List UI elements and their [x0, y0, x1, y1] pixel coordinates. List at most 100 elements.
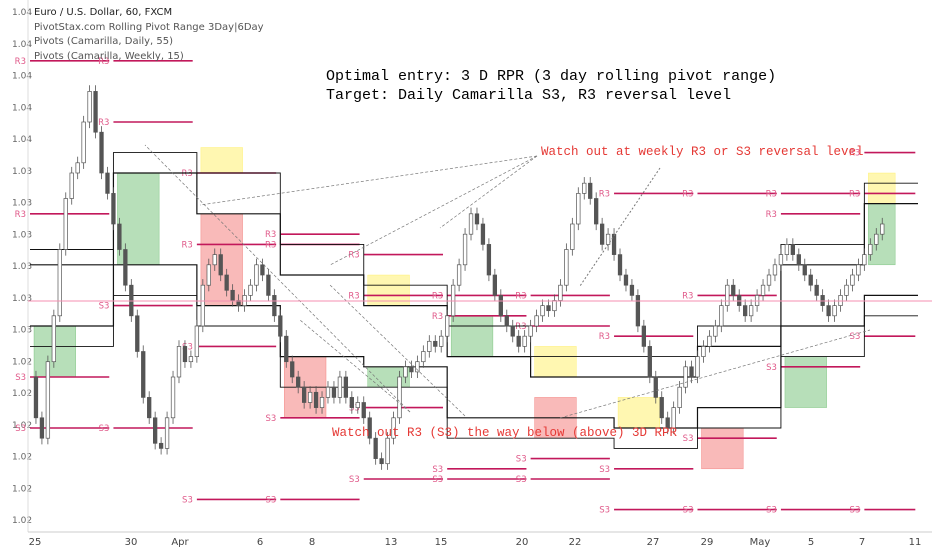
x-tick-label: 7: [859, 537, 865, 548]
pivot-level-label: R3: [265, 240, 276, 250]
pivot-level-label: R3: [98, 57, 109, 67]
candle-body: [361, 402, 366, 419]
candle-body: [248, 284, 253, 296]
candle-body: [409, 366, 414, 373]
pivot-level-label: S3: [432, 465, 443, 475]
candle-body: [683, 366, 688, 388]
x-tick-label: May: [750, 537, 771, 548]
pivot-level-label: S3: [15, 424, 26, 434]
pivot-level-label: R3: [515, 322, 526, 332]
pivot-level-label: R3: [682, 189, 693, 199]
candle-body: [713, 325, 718, 337]
candle-body: [51, 315, 56, 363]
candle-body: [760, 284, 766, 296]
pivot-level-label: S3: [683, 506, 694, 516]
chart-legend: Euro / U.S. Dollar, 60, FXCM PivotStax.c…: [34, 6, 264, 64]
candle-body: [802, 264, 807, 276]
pivot-levels: R3R3R3R3R3R3R3R3R3R3R3S3S3S3S3S3S3S3S3S3…: [15, 57, 916, 516]
annotation-pointer: [199, 155, 538, 206]
candle-body: [605, 233, 611, 245]
pivot-level-label: R3: [348, 291, 359, 301]
candle-body: [594, 198, 599, 225]
y-tick-label: 1.04: [12, 8, 32, 18]
candle-body: [534, 315, 539, 327]
pivot-level-label: S3: [349, 404, 360, 414]
candle-body: [75, 162, 80, 174]
legend-title: Euro / U.S. Dollar, 60, FXCM: [34, 7, 173, 18]
pivot-level-label: R3: [515, 291, 526, 301]
candle-body: [844, 284, 849, 296]
candle-body: [653, 376, 658, 398]
candle-body: [278, 315, 283, 337]
pivot-level-label: S3: [850, 332, 861, 342]
candle-body: [480, 223, 486, 245]
rpr-box: [200, 147, 243, 174]
candle-body: [826, 305, 831, 317]
legend-indicator-3: Pivots (Camarilla, Weekly, 15): [34, 50, 184, 62]
annotation-pointer: [329, 284, 466, 417]
candle-body: [599, 223, 605, 245]
candle-body: [290, 361, 295, 378]
candle-body: [743, 305, 748, 317]
candle-body: [623, 274, 629, 286]
candle-body: [832, 305, 837, 317]
candle-body: [373, 437, 378, 459]
candle-body: [415, 361, 420, 373]
rpr-box: [617, 397, 661, 429]
pivot-level-label: R3: [682, 291, 693, 301]
pivot-level-label: S3: [516, 475, 527, 485]
x-tick-label: 20: [516, 537, 529, 548]
y-tick-label: 1.02: [12, 516, 32, 526]
candle-body: [635, 295, 641, 327]
candle-body: [379, 458, 384, 465]
candle-body: [307, 391, 313, 403]
x-tick-label: 22: [569, 537, 582, 548]
candle-body: [421, 351, 426, 363]
candle-body: [188, 356, 194, 363]
candle-body: [182, 346, 188, 363]
y-tick-label: 1.02: [12, 484, 32, 494]
candle-body: [570, 223, 575, 250]
candle-body: [385, 437, 390, 465]
candle-body: [772, 264, 778, 276]
y-tick-label: 1.03: [12, 294, 32, 304]
y-tick-label: 1.02: [12, 421, 32, 431]
candle-body: [719, 305, 724, 327]
pivot-level-label: R3: [15, 57, 26, 67]
x-tick-label: Apr: [171, 537, 189, 548]
pivot-level-label: R3: [849, 149, 860, 159]
candle-body: [814, 284, 819, 296]
candle-body: [468, 213, 474, 235]
candle-body: [45, 361, 51, 439]
candle-body: [81, 121, 86, 164]
candle-body: [57, 249, 62, 317]
pivot-level-label: S3: [599, 506, 610, 516]
candle-body: [153, 417, 158, 444]
candle-body: [862, 254, 867, 266]
candle-body: [540, 305, 545, 317]
candle-body: [176, 346, 182, 378]
candle-body: [629, 284, 635, 296]
candle-body: [367, 417, 372, 439]
y-tick-label: 1.02: [12, 389, 32, 399]
candle-body: [510, 325, 515, 337]
candle-body: [218, 254, 223, 276]
candle-body: [778, 254, 784, 266]
candle-body: [546, 305, 551, 312]
candle-body: [87, 91, 92, 123]
candle-body: [659, 397, 664, 419]
y-tick-label: 1.03: [12, 199, 32, 209]
candle-body: [617, 254, 623, 276]
x-tick-label: 5: [808, 537, 814, 548]
candle-body: [343, 376, 349, 398]
y-tick-label: 1.03: [12, 167, 32, 177]
candle-body: [39, 417, 45, 439]
candle-body: [790, 244, 795, 255]
candle-body: [99, 131, 104, 174]
pivot-level-label: R3: [432, 312, 443, 322]
candle-body: [689, 366, 694, 378]
y-tick-label: 1.02: [12, 357, 32, 367]
pivot-level-label: R3: [265, 230, 276, 240]
candle-body: [498, 295, 503, 317]
